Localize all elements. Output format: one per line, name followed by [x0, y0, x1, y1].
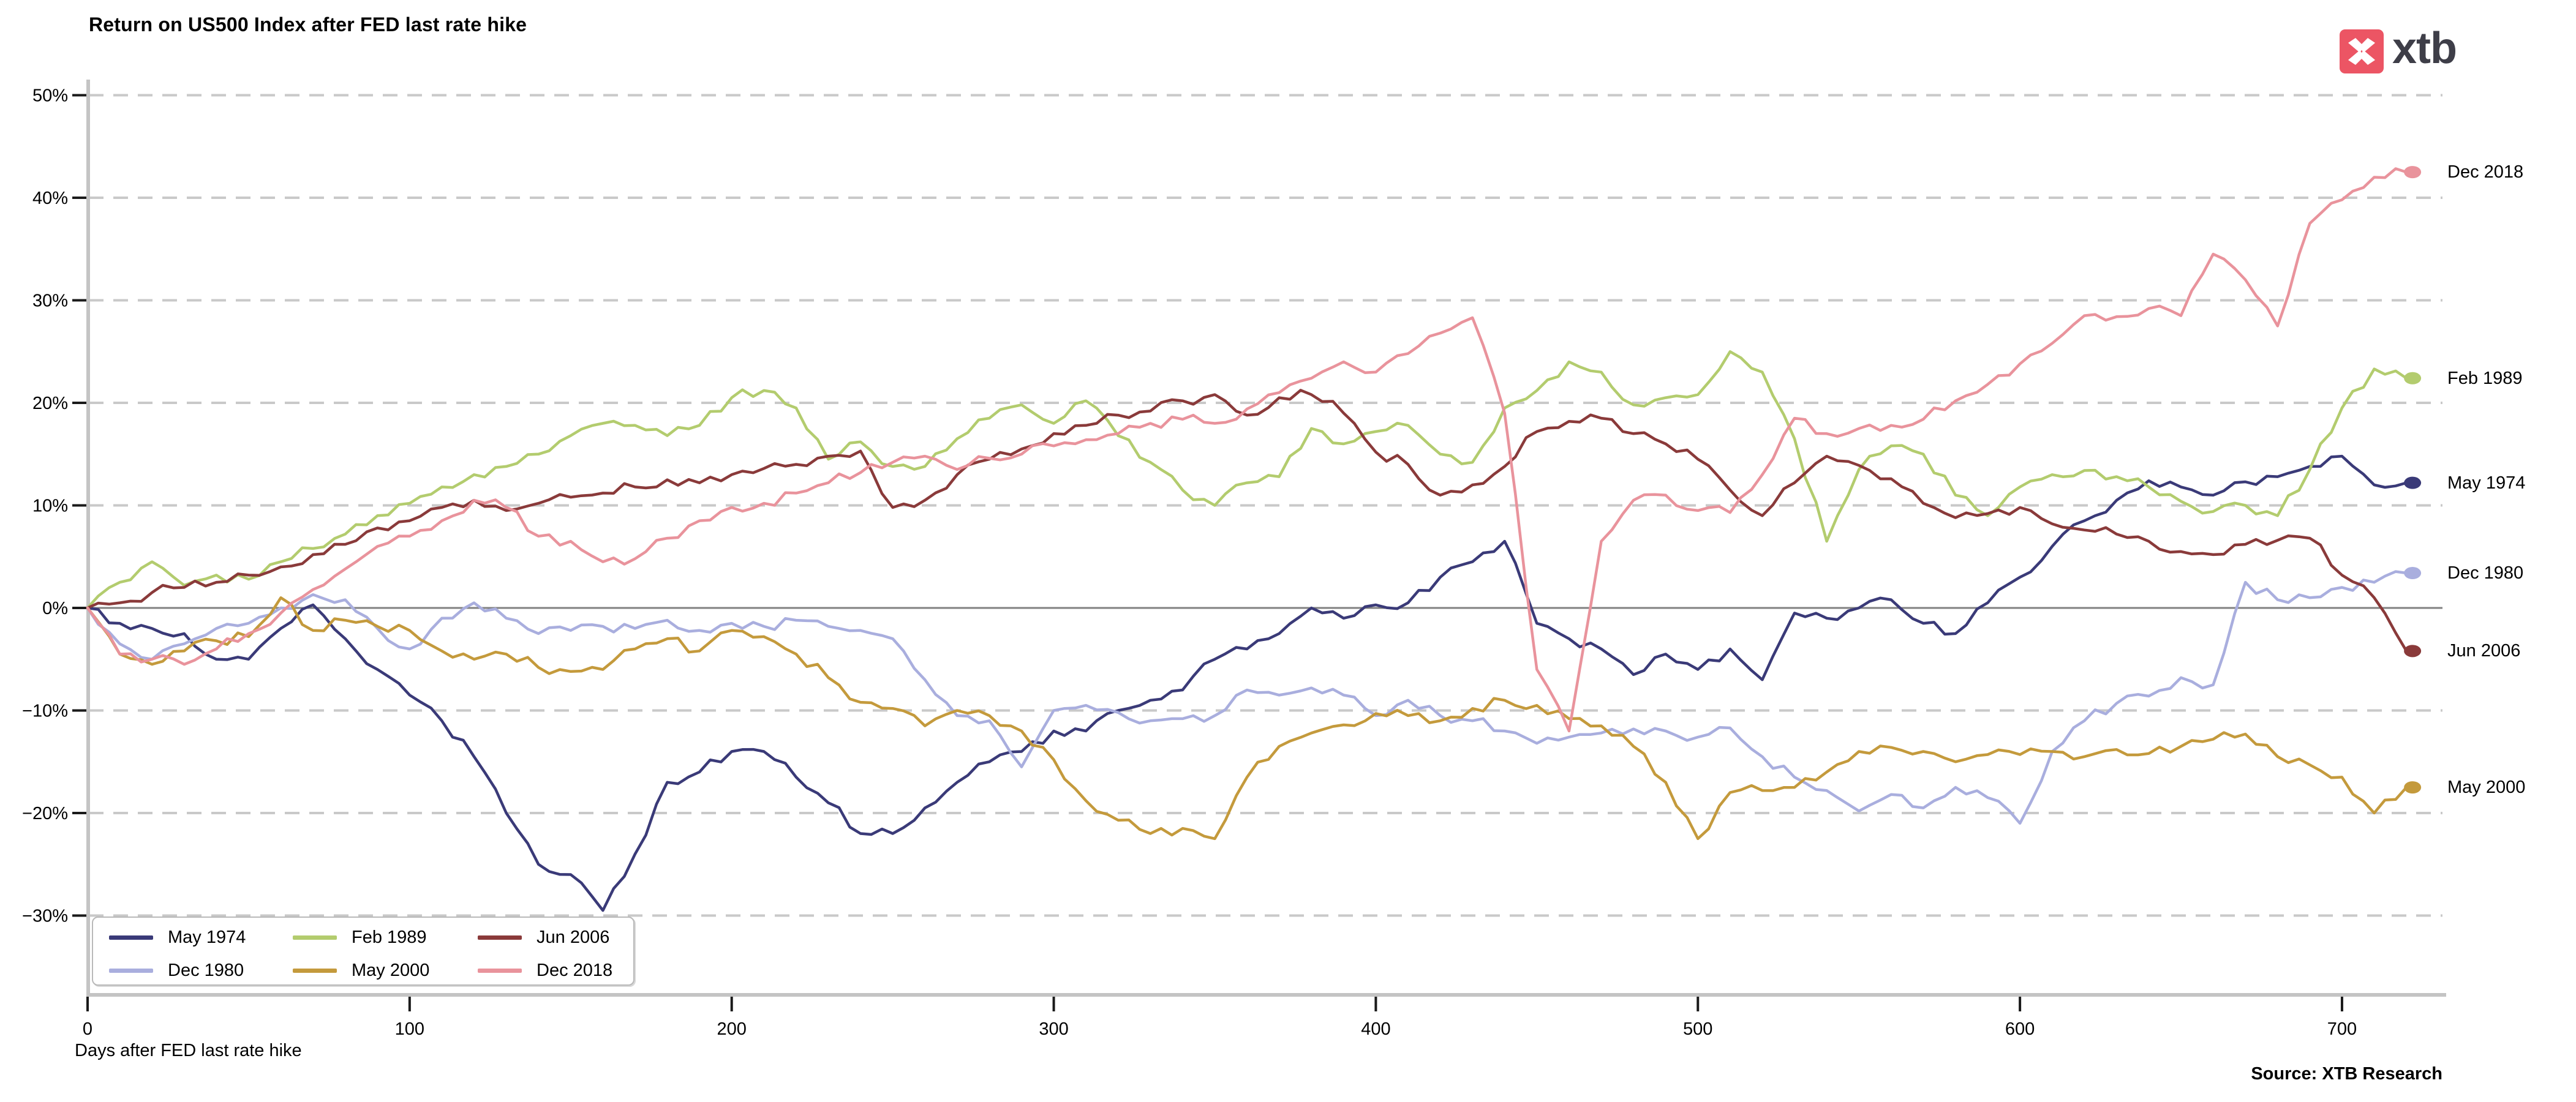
xtb-x-icon	[2348, 38, 2375, 65]
legend-swatch-dec-1980	[109, 969, 153, 973]
legend: May 1974 Feb 1989 Jun 2006 Dec 1980 May …	[92, 916, 635, 986]
legend-label: Dec 2018	[537, 961, 613, 980]
y-tick-label: 10%	[32, 497, 68, 516]
end-dot-jun-2006	[2404, 645, 2422, 658]
end-label-jun-2006: Jun 2006	[2447, 641, 2521, 661]
end-label-dec-2018: Dec 2018	[2447, 162, 2524, 182]
x-tick-label: 600	[2005, 1019, 2035, 1039]
line-may-1974	[86, 454, 2408, 912]
y-tick-label: 20%	[32, 394, 68, 413]
legend-item-may-2000: May 2000	[293, 961, 478, 981]
y-tick-label: −20%	[22, 804, 68, 823]
legend-item-jun-2006: Jun 2006	[478, 928, 625, 947]
legend-swatch-feb-1989	[293, 935, 337, 940]
end-dot-dec-1980	[2404, 567, 2422, 580]
legend-item-dec-1980: Dec 1980	[109, 961, 293, 981]
legend-label: Dec 1980	[168, 961, 244, 980]
line-dec-2018	[86, 167, 2408, 733]
x-tick-label: 0	[83, 1019, 92, 1039]
line-may-2000	[86, 596, 2408, 841]
y-tick-label: 40%	[32, 189, 68, 208]
end-label-may-2000: May 2000	[2447, 778, 2526, 798]
y-tick-label: −30%	[22, 907, 68, 926]
line-jun-2006	[86, 389, 2408, 653]
x-axis-label: Days after FED last rate hike	[75, 1041, 302, 1060]
y-tick-label: 0%	[42, 599, 68, 618]
end-dot-feb-1989	[2404, 372, 2422, 384]
x-tick-label: 300	[1039, 1019, 1068, 1039]
line-dec-1980	[86, 570, 2408, 825]
x-tick-label: 100	[395, 1019, 424, 1039]
y-tick-label: −10%	[22, 702, 68, 721]
legend-label: May 2000	[352, 961, 430, 980]
x-tick-label: 700	[2327, 1019, 2357, 1039]
bottom-spine	[86, 993, 2446, 997]
chart-title: Return on US500 Index after FED last rat…	[89, 13, 527, 36]
xtb-logo-text: xtb	[2392, 24, 2457, 73]
line-feb-1989	[86, 350, 2408, 610]
end-dot-may-2000	[2404, 781, 2422, 794]
legend-item-feb-1989: Feb 1989	[293, 928, 478, 947]
end-label-feb-1989: Feb 1989	[2447, 368, 2523, 388]
legend-swatch-may-2000	[293, 969, 337, 973]
legend-label: May 1974	[168, 927, 246, 947]
legend-item-dec-2018: Dec 2018	[478, 961, 625, 981]
legend-label: Jun 2006	[537, 927, 610, 947]
y-tick-label: 30%	[32, 291, 68, 311]
legend-swatch-may-1974	[109, 935, 153, 940]
x-tick-label: 200	[717, 1019, 747, 1039]
end-label-dec-1980: Dec 1980	[2447, 563, 2524, 583]
legend-label: Feb 1989	[352, 927, 427, 947]
x-tick-label: 400	[1361, 1019, 1390, 1039]
x-tick-label: 500	[1683, 1019, 1712, 1039]
xtb-logo-mark	[2340, 29, 2384, 73]
end-dot-dec-2018	[2404, 166, 2422, 179]
source-credit: Source: XTB Research	[2251, 1064, 2442, 1084]
left-spine	[86, 80, 90, 997]
xtb-logo: xtb	[2340, 24, 2560, 76]
legend-item-may-1974: May 1974	[109, 928, 293, 947]
end-dot-may-1974	[2404, 476, 2422, 489]
legend-swatch-dec-2018	[478, 969, 522, 973]
end-label-may-1974: May 1974	[2447, 473, 2526, 493]
y-tick-label: 50%	[32, 86, 68, 106]
legend-swatch-jun-2006	[478, 935, 522, 940]
